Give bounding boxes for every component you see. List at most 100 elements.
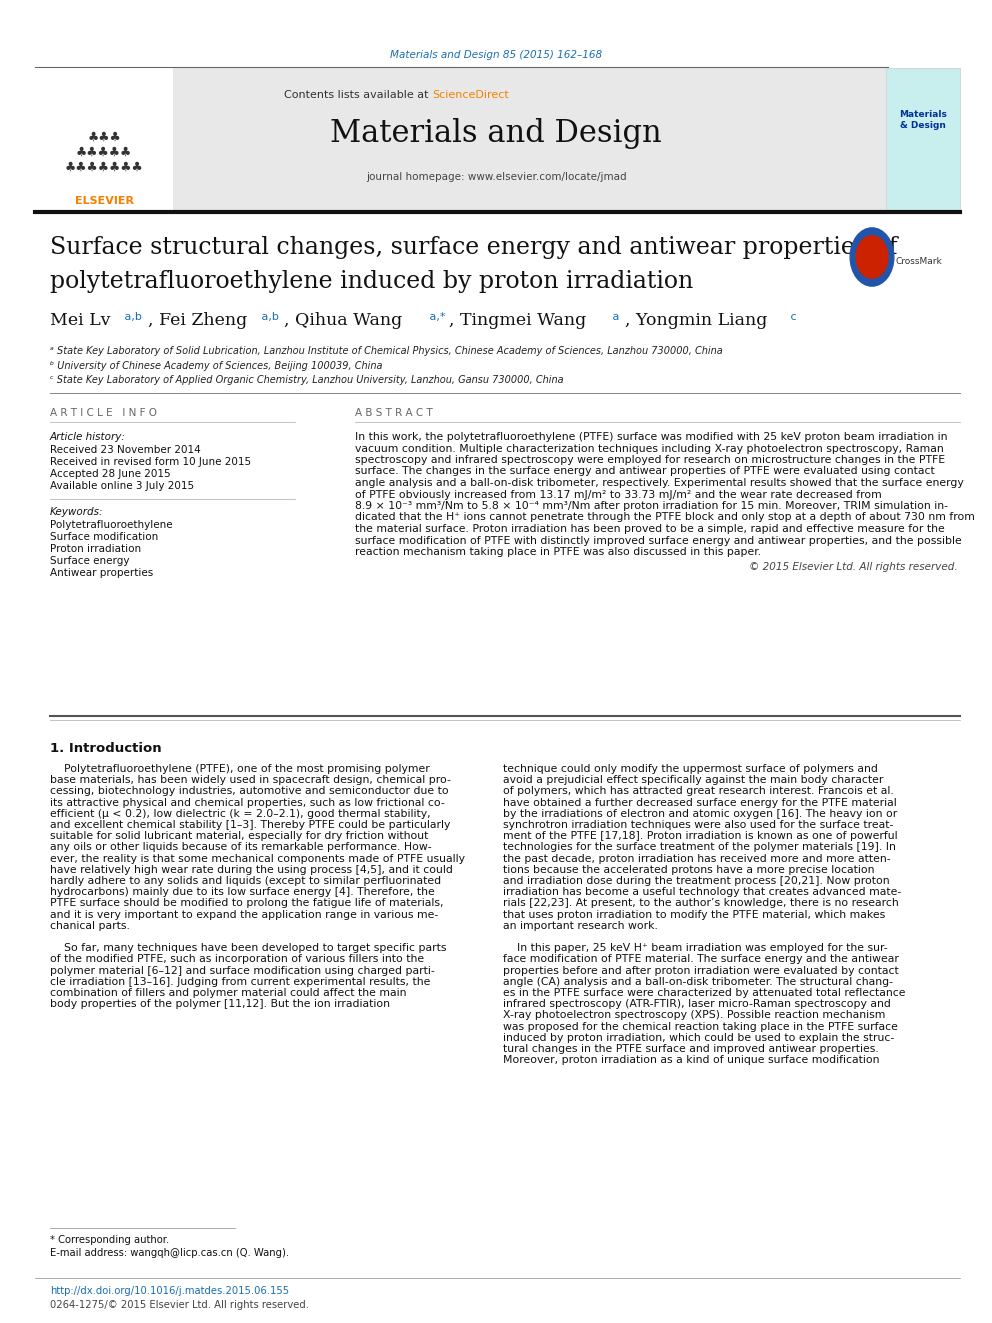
Text: that uses proton irradiation to modify the PTFE material, which makes: that uses proton irradiation to modify t… [503,910,885,919]
Text: 0264-1275/© 2015 Elsevier Ltd. All rights reserved.: 0264-1275/© 2015 Elsevier Ltd. All right… [50,1301,309,1310]
Text: ment of the PTFE [17,18]. Proton irradiation is known as one of powerful: ment of the PTFE [17,18]. Proton irradia… [503,831,898,841]
Text: the material surface. Proton irradiation has been proved to be a simple, rapid a: the material surface. Proton irradiation… [355,524,944,534]
Text: body properties of the polymer [11,12]. But the ion irradiation: body properties of the polymer [11,12]. … [50,999,390,1009]
Text: combination of fillers and polymer material could affect the main: combination of fillers and polymer mater… [50,988,407,998]
Text: © 2015 Elsevier Ltd. All rights reserved.: © 2015 Elsevier Ltd. All rights reserved… [749,562,958,573]
Text: hydrocarbons) mainly due to its low surface energy [4]. Therefore, the: hydrocarbons) mainly due to its low surf… [50,888,434,897]
Text: , Qihua Wang: , Qihua Wang [284,312,402,329]
Text: induced by proton irradiation, which could be used to explain the struc-: induced by proton irradiation, which cou… [503,1033,894,1043]
Text: 8.9 × 10⁻³ mm³/Nm to 5.8 × 10⁻⁴ mm³/Nm after proton irradiation for 15 min. More: 8.9 × 10⁻³ mm³/Nm to 5.8 × 10⁻⁴ mm³/Nm a… [355,501,948,511]
Text: avoid a prejudicial effect specifically against the main body character: avoid a prejudicial effect specifically … [503,775,883,785]
Text: spectroscopy and infrared spectroscopy were employed for research on microstruct: spectroscopy and infrared spectroscopy w… [355,455,945,464]
Text: E-mail address: wangqh@licp.cas.cn (Q. Wang).: E-mail address: wangqh@licp.cas.cn (Q. W… [50,1248,289,1258]
Text: its attractive physical and chemical properties, such as low frictional co-: its attractive physical and chemical pro… [50,798,444,807]
Text: Materials
& Design: Materials & Design [899,110,947,130]
Text: In this work, the polytetrafluoroethylene (PTFE) surface was modified with 25 ke: In this work, the polytetrafluoroethylen… [355,433,947,442]
Text: was proposed for the chemical reaction taking place in the PTFE surface: was proposed for the chemical reaction t… [503,1021,898,1032]
Text: any oils or other liquids because of its remarkable performance. How-: any oils or other liquids because of its… [50,843,432,852]
Text: Article history:: Article history: [50,433,126,442]
Text: the past decade, proton irradiation has received more and more atten-: the past decade, proton irradiation has … [503,853,891,864]
Text: ᵇ University of Chinese Academy of Sciences, Beijing 100039, China: ᵇ University of Chinese Academy of Scien… [50,361,383,370]
Text: surface. The changes in the surface energy and antiwear properties of PTFE were : surface. The changes in the surface ener… [355,467,934,476]
Text: Received in revised form 10 June 2015: Received in revised form 10 June 2015 [50,456,251,467]
Text: by the irradiations of electron and atomic oxygen [16]. The heavy ion or: by the irradiations of electron and atom… [503,808,897,819]
Text: rials [22,23]. At present, to the author’s knowledge, there is no research: rials [22,23]. At present, to the author… [503,898,899,909]
Text: So far, many techniques have been developed to target specific parts: So far, many techniques have been develo… [50,943,446,953]
Text: Moreover, proton irradiation as a kind of unique surface modification: Moreover, proton irradiation as a kind o… [503,1056,880,1065]
Text: , Fei Zheng: , Fei Zheng [148,312,247,329]
Text: efficient (μ < 0.2), low dielectric (k = 2.0–2.1), good thermal stability,: efficient (μ < 0.2), low dielectric (k =… [50,808,431,819]
Text: a,b: a,b [121,312,142,321]
Text: and irradiation dose during the treatment process [20,21]. Now proton: and irradiation dose during the treatmen… [503,876,890,886]
Text: angle analysis and a ball-on-disk tribometer, respectively. Experimental results: angle analysis and a ball-on-disk tribom… [355,478,964,488]
Text: Polytetrafluoroethylene: Polytetrafluoroethylene [50,520,173,531]
Text: tions because the accelerated protons have a more precise location: tions because the accelerated protons ha… [503,865,875,875]
Text: , Tingmei Wang: , Tingmei Wang [449,312,586,329]
Text: cle irradiation [13–16]. Judging from current experimental results, the: cle irradiation [13–16]. Judging from cu… [50,976,431,987]
Text: 1. Introduction: 1. Introduction [50,742,162,755]
Text: technique could only modify the uppermost surface of polymers and: technique could only modify the uppermos… [503,763,878,774]
FancyBboxPatch shape [886,67,960,210]
Text: properties before and after proton irradiation were evaluated by contact: properties before and after proton irrad… [503,966,899,975]
Text: ScienceDirect: ScienceDirect [432,90,509,101]
Text: angle (CA) analysis and a ball-on-disk tribometer. The structural chang-: angle (CA) analysis and a ball-on-disk t… [503,976,893,987]
Text: polytetrafluoroethylene induced by proton irradiation: polytetrafluoroethylene induced by proto… [50,270,693,292]
Text: have obtained a further decreased surface energy for the PTFE material: have obtained a further decreased surfac… [503,798,897,807]
Text: CrossMark: CrossMark [895,258,941,266]
Text: base materials, has been widely used in spacecraft design, chemical pro-: base materials, has been widely used in … [50,775,451,785]
Text: * Corresponding author.: * Corresponding author. [50,1234,170,1245]
Text: a,b: a,b [258,312,279,321]
Text: technologies for the surface treatment of the polymer materials [19]. In: technologies for the surface treatment o… [503,843,896,852]
Text: Antiwear properties: Antiwear properties [50,568,153,578]
FancyBboxPatch shape [173,67,886,210]
Text: reaction mechanism taking place in PTFE was also discussed in this paper.: reaction mechanism taking place in PTFE … [355,546,761,557]
Text: and it is very important to expand the application range in various me-: and it is very important to expand the a… [50,910,438,919]
Text: ELSEVIER: ELSEVIER [74,196,134,206]
Text: Surface structural changes, surface energy and antiwear properties of: Surface structural changes, surface ener… [50,235,898,259]
FancyBboxPatch shape [35,67,172,210]
Text: surface modification of PTFE with distinctly improved surface energy and antiwea: surface modification of PTFE with distin… [355,536,962,545]
Text: Materials and Design: Materials and Design [330,118,662,149]
Text: X-ray photoelectron spectroscopy (XPS). Possible reaction mechanism: X-ray photoelectron spectroscopy (XPS). … [503,1011,886,1020]
Text: Accepted 28 June 2015: Accepted 28 June 2015 [50,468,171,479]
Text: Mei Lv: Mei Lv [50,312,110,329]
Text: Contents lists available at: Contents lists available at [284,90,432,101]
Text: Proton irradiation: Proton irradiation [50,544,141,554]
Text: of polymers, which has attracted great research interest. Francois et al.: of polymers, which has attracted great r… [503,786,894,796]
Text: and excellent chemical stability [1–3]. Thereby PTFE could be particularly: and excellent chemical stability [1–3]. … [50,820,450,830]
Text: an important research work.: an important research work. [503,921,658,931]
Text: irradiation has become a useful technology that creates advanced mate-: irradiation has become a useful technolo… [503,888,902,897]
Text: of PTFE obviously increased from 13.17 mJ/m² to 33.73 mJ/m² and the wear rate de: of PTFE obviously increased from 13.17 m… [355,490,882,500]
Text: ᶜ State Key Laboratory of Applied Organic Chemistry, Lanzhou University, Lanzhou: ᶜ State Key Laboratory of Applied Organi… [50,374,563,385]
Text: In this paper, 25 keV H⁺ beam irradiation was employed for the sur-: In this paper, 25 keV H⁺ beam irradiatio… [503,943,888,953]
Text: ᵃ State Key Laboratory of Solid Lubrication, Lanzhou Institute of Chemical Physi: ᵃ State Key Laboratory of Solid Lubricat… [50,347,723,356]
Text: a: a [609,312,619,321]
Text: journal homepage: www.elsevier.com/locate/jmad: journal homepage: www.elsevier.com/locat… [366,172,626,183]
Text: infrared spectroscopy (ATR-FTIR), laser micro-Raman spectroscopy and: infrared spectroscopy (ATR-FTIR), laser … [503,999,891,1009]
Text: A B S T R A C T: A B S T R A C T [355,407,433,418]
Text: Polytetrafluoroethylene (PTFE), one of the most promising polymer: Polytetrafluoroethylene (PTFE), one of t… [50,763,430,774]
Text: a,*: a,* [426,312,445,321]
Text: A R T I C L E   I N F O: A R T I C L E I N F O [50,407,157,418]
Text: Surface energy: Surface energy [50,556,130,566]
Text: Surface modification: Surface modification [50,532,159,542]
Text: chanical parts.: chanical parts. [50,921,130,931]
Text: tural changes in the PTFE surface and improved antiwear properties.: tural changes in the PTFE surface and im… [503,1044,879,1054]
Text: cessing, biotechnology industries, automotive and semiconductor due to: cessing, biotechnology industries, autom… [50,786,448,796]
Circle shape [856,235,888,278]
Text: dicated that the H⁺ ions cannot penetrate through the PTFE block and only stop a: dicated that the H⁺ ions cannot penetrat… [355,512,975,523]
Text: Keywords:: Keywords: [50,507,103,517]
Text: of the modified PTFE, such as incorporation of various fillers into the: of the modified PTFE, such as incorporat… [50,954,425,964]
Text: Available online 3 July 2015: Available online 3 July 2015 [50,482,194,491]
Text: face modification of PTFE material. The surface energy and the antiwear: face modification of PTFE material. The … [503,954,899,964]
Text: polymer material [6–12] and surface modification using charged parti-: polymer material [6–12] and surface modi… [50,966,434,975]
Text: Received 23 November 2014: Received 23 November 2014 [50,445,200,455]
Text: Materials and Design 85 (2015) 162–168: Materials and Design 85 (2015) 162–168 [390,50,602,60]
Text: suitable for solid lubricant material, especially for dry friction without: suitable for solid lubricant material, e… [50,831,429,841]
Text: ♣♣♣
♣♣♣♣♣
♣♣♣♣♣♣♣: ♣♣♣ ♣♣♣♣♣ ♣♣♣♣♣♣♣ [64,131,144,173]
Text: ever, the reality is that some mechanical components made of PTFE usually: ever, the reality is that some mechanica… [50,853,465,864]
Text: have relatively high wear rate during the using process [4,5], and it could: have relatively high wear rate during th… [50,865,453,875]
Text: synchrotron irradiation techniques were also used for the surface treat-: synchrotron irradiation techniques were … [503,820,894,830]
Text: hardly adhere to any solids and liquids (except to similar perfluorinated: hardly adhere to any solids and liquids … [50,876,441,886]
Circle shape [850,228,894,286]
